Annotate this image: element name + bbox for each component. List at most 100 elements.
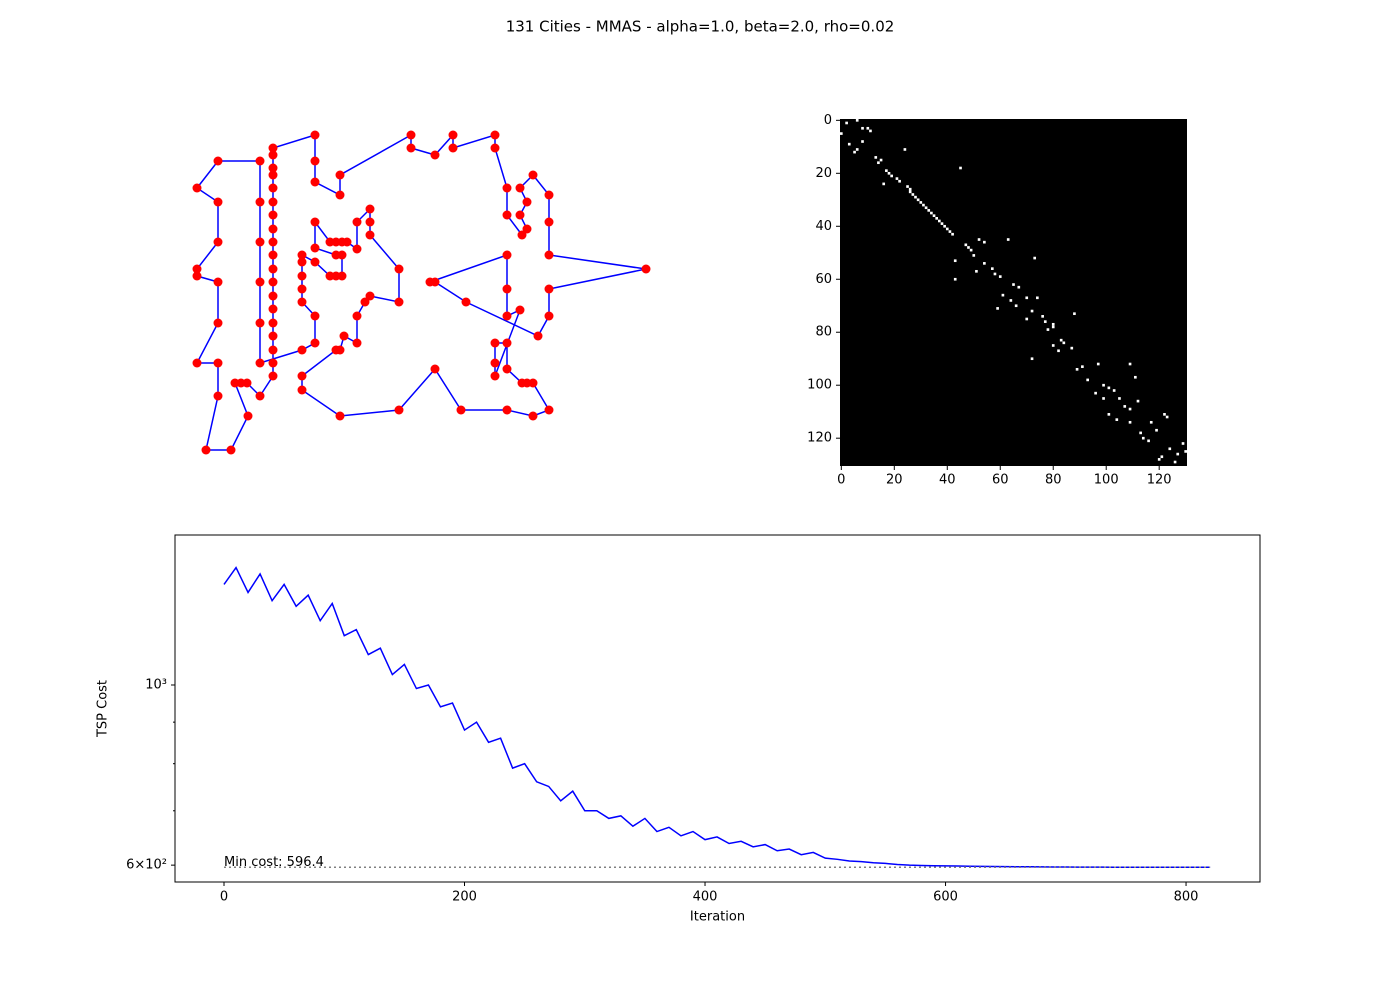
city [365, 230, 375, 240]
cell [840, 132, 843, 135]
cell [964, 243, 968, 247]
city [430, 277, 440, 287]
y-tick-label: 40 [815, 219, 832, 234]
city [533, 331, 543, 341]
cell [1118, 397, 1121, 400]
city [502, 364, 512, 374]
x-tick-label: 600 [933, 890, 958, 905]
cell [908, 190, 912, 194]
city [268, 183, 278, 193]
cell [1149, 420, 1153, 424]
cell [945, 227, 949, 231]
x-tick-label: 60 [992, 473, 1009, 488]
cell [1043, 320, 1047, 323]
city [502, 250, 512, 260]
city [213, 156, 223, 166]
cell [959, 166, 962, 170]
city [544, 284, 554, 294]
city [490, 143, 500, 153]
city [406, 143, 416, 153]
cell [924, 206, 928, 210]
cell [845, 121, 848, 125]
cell [906, 185, 909, 188]
city [297, 257, 307, 267]
cell [972, 254, 976, 257]
city [297, 385, 307, 395]
city [255, 197, 265, 207]
cell [1081, 365, 1084, 368]
city [544, 217, 554, 227]
cell [1181, 442, 1185, 445]
city [192, 271, 202, 281]
city [365, 217, 375, 227]
city [544, 250, 554, 260]
y-tick-label: 20 [815, 166, 832, 181]
city [502, 405, 512, 415]
y-axis-label: TSP Cost [96, 680, 111, 738]
city [339, 331, 349, 341]
cell [993, 272, 997, 276]
city [544, 405, 554, 415]
city [335, 411, 345, 421]
y-tick-label: 100 [807, 378, 832, 393]
plot-frame [174, 534, 1261, 883]
city [226, 445, 236, 455]
cell [1128, 420, 1132, 424]
cell [1160, 455, 1164, 459]
cell [1062, 341, 1066, 345]
city [268, 170, 278, 180]
city [192, 183, 202, 193]
cell [916, 198, 920, 202]
x-tick-label: 200 [452, 890, 477, 905]
x-tick-label: 40 [939, 473, 956, 488]
city [268, 197, 278, 207]
cell [1102, 397, 1105, 400]
cell [938, 219, 941, 223]
cell [877, 161, 880, 165]
cell [1096, 362, 1100, 366]
city [268, 358, 278, 368]
cell [1155, 428, 1158, 432]
city [268, 264, 278, 274]
city [268, 277, 278, 287]
city [448, 143, 458, 153]
city [230, 378, 240, 388]
cell [1073, 312, 1076, 316]
city [352, 311, 362, 321]
city [255, 277, 265, 287]
cell [951, 232, 954, 236]
city [268, 304, 278, 314]
cell [1102, 383, 1105, 387]
city [297, 345, 307, 355]
city [448, 130, 458, 140]
cell [1115, 418, 1119, 421]
city [502, 284, 512, 294]
city [310, 257, 320, 267]
cell [948, 230, 952, 233]
x-tick-label: 120 [1147, 473, 1172, 488]
cell [1030, 357, 1034, 361]
y-tick-label: 60 [815, 272, 832, 287]
cell [855, 119, 859, 122]
cell [882, 182, 886, 186]
cell [977, 238, 981, 241]
cell [1036, 296, 1039, 300]
cell [967, 246, 970, 249]
cell [911, 193, 915, 196]
cell [935, 217, 939, 220]
city [213, 318, 223, 328]
city [490, 358, 500, 368]
city [528, 170, 538, 180]
city [310, 177, 320, 187]
cell [1128, 407, 1132, 411]
cell [940, 222, 944, 225]
city [502, 311, 512, 321]
city [255, 358, 265, 368]
city [297, 271, 307, 281]
city [517, 378, 527, 388]
annotation: Min cost: 596.4 [224, 855, 324, 870]
y-tick-label: 6×10² [126, 858, 167, 873]
city [337, 271, 347, 281]
